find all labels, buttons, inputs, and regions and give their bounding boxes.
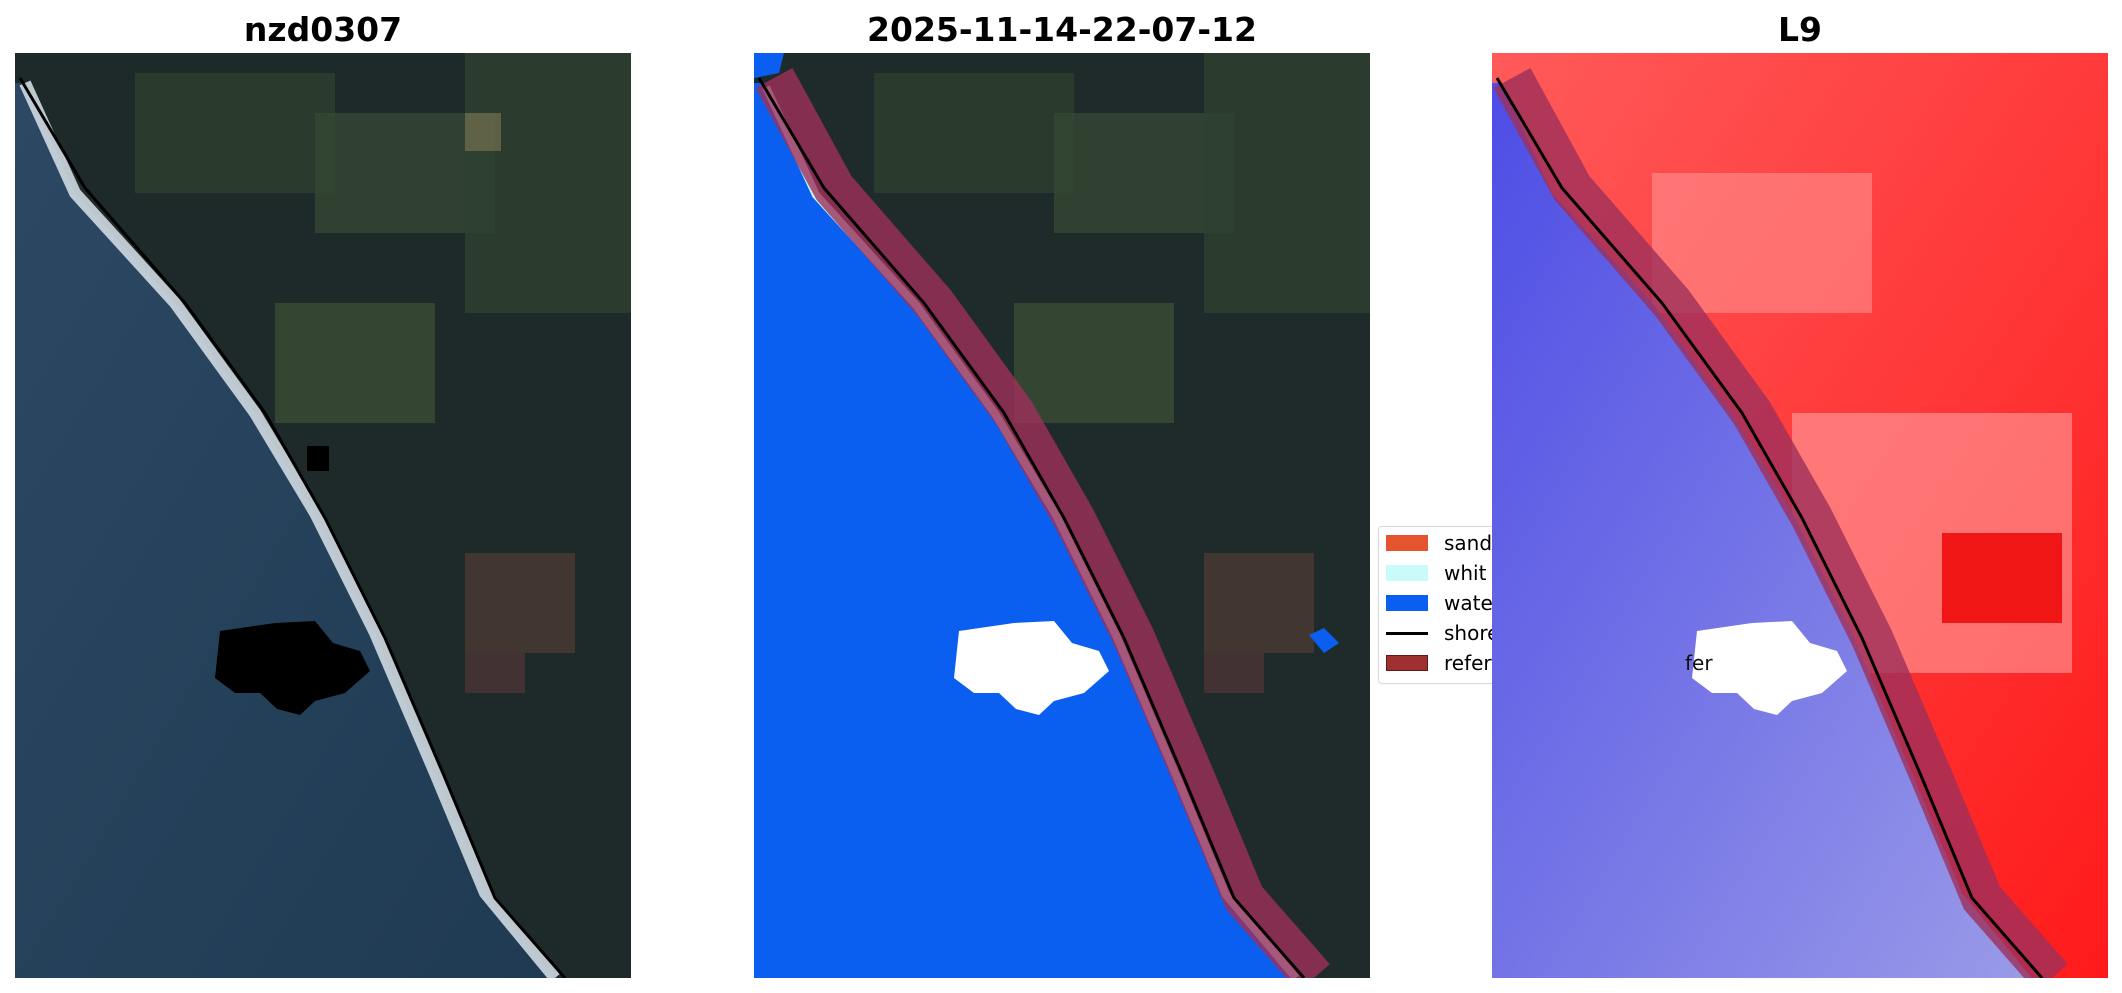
panel-title-index: L9	[1778, 10, 1822, 49]
cloud-mask-small	[307, 446, 329, 471]
legend-item-sand: sand	[1386, 531, 1492, 555]
shoreline	[18, 77, 567, 978]
whitewater-swatch	[1386, 565, 1428, 581]
ocean	[15, 83, 555, 978]
reference-swatch	[1386, 655, 1428, 671]
shoreline-swatch	[1386, 631, 1428, 635]
water-index-region	[1492, 83, 2032, 978]
panel-title-rgb: nzd0307	[243, 10, 403, 49]
water-class-region	[754, 83, 1294, 978]
shoreline	[1495, 77, 2044, 978]
panel-title-classification: 2025-11-14-22-07-12	[867, 10, 1257, 49]
reference-shoreline-buffer	[755, 67, 1330, 978]
shoreline	[757, 77, 1306, 978]
cloud-mask-large	[1692, 621, 1847, 715]
rgb-satellite-image	[15, 53, 631, 978]
legend-item-reference: refer	[1386, 651, 1492, 675]
index-map	[1492, 53, 2108, 978]
legend-item-whitewater: whit	[1386, 561, 1486, 585]
legend-fragment: fer	[1685, 651, 1713, 675]
legend: sand whit wate shore refer	[1378, 526, 1500, 684]
sand-swatch	[1386, 535, 1428, 551]
rgb-image-panel	[15, 53, 631, 978]
cloud-mask-large	[954, 621, 1109, 715]
legend-item-water: wate	[1386, 591, 1493, 615]
reference-shoreline-buffer	[1493, 67, 2068, 978]
classification-map	[754, 53, 1370, 978]
classification-panel	[754, 53, 1370, 978]
legend-item-shoreline: shore	[1386, 621, 1499, 645]
index-panel	[1492, 53, 2108, 978]
water-swatch	[1386, 595, 1428, 611]
cloud-mask-large	[215, 621, 370, 715]
